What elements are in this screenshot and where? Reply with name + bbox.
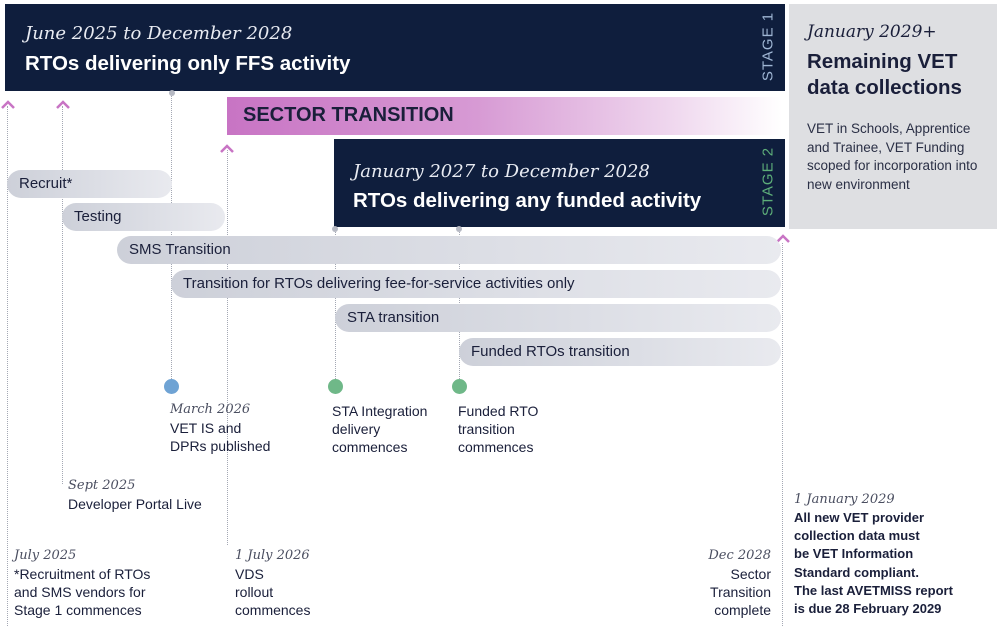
- remaining-date: January 2029+: [807, 22, 937, 42]
- milestone-dot-sta: [328, 379, 343, 394]
- line-top-marker: [456, 226, 462, 232]
- timeline-line-sept2025: [62, 106, 63, 484]
- bar-sms-transition: SMS Transition: [117, 236, 781, 264]
- line-top-marker: [332, 226, 338, 232]
- milestone-dot-march2026: [164, 379, 179, 394]
- milestone-sta-text: STA Integration delivery commences: [332, 403, 428, 455]
- bar-recruit-label: Recruit*: [19, 175, 73, 192]
- milestone-funded-text: Funded RTO transition commences: [458, 403, 539, 455]
- milestone-dec2028: Dec 2028 Sector Transition complete: [670, 547, 771, 619]
- timeline-line-july2025: [7, 106, 8, 626]
- stage2-tag: STAGE 2: [759, 146, 777, 217]
- chevron-up-icon: [776, 234, 790, 243]
- bar-ffs-transition-label: Transition for RTOs delivering fee-for-s…: [183, 275, 575, 292]
- bar-funded-rtos-transition-label: Funded RTOs transition: [471, 343, 630, 360]
- milestone-march2026-date: March 2026: [170, 402, 251, 417]
- bar-sta-transition: STA transition: [335, 304, 781, 332]
- milestone-march2026-text: VET IS and DPRs published: [170, 420, 271, 454]
- chevron-up-icon: [220, 144, 234, 153]
- bar-testing: Testing: [62, 203, 225, 231]
- stage2-date: January 2027 to December 2028: [353, 161, 650, 182]
- remaining-title: Remaining VET data collections: [807, 50, 962, 99]
- timeline-line-dec2028: [782, 243, 783, 626]
- milestone-july2025: July 2025 *Recruitment of RTOs and SMS v…: [14, 547, 150, 619]
- stage1-date: June 2025 to December 2028: [25, 23, 293, 44]
- milestone-july2025-text: *Recruitment of RTOs and SMS vendors for…: [14, 566, 151, 618]
- milestone-july2026: 1 July 2026 VDS rollout commences: [235, 547, 310, 619]
- milestone-jan2029: 1 January 2029 All new VET provider coll…: [794, 491, 994, 618]
- bar-ffs-transition: Transition for RTOs delivering fee-for-s…: [171, 270, 781, 298]
- sector-transition-label: SECTOR TRANSITION: [243, 104, 454, 126]
- bar-testing-label: Testing: [74, 208, 122, 225]
- stage2-panel: January 2027 to December 2028 RTOs deliv…: [334, 139, 785, 227]
- milestone-july2025-date: July 2025: [14, 548, 77, 563]
- stage2-title: RTOs delivering any funded activity: [353, 189, 702, 212]
- stage1-tag: STAGE 1: [759, 11, 777, 82]
- bar-sms-transition-label: SMS Transition: [129, 241, 231, 258]
- bar-funded-rtos-transition: Funded RTOs transition: [459, 338, 781, 366]
- remaining-description: VET in Schools, Apprentice and Trainee, …: [807, 121, 978, 192]
- milestone-jan2029-text: All new VET provider collection data mus…: [794, 510, 953, 617]
- milestone-sept2025: Sept 2025 Developer Portal Live: [68, 477, 202, 513]
- milestone-march2026: March 2026 VET IS and DPRs published: [170, 401, 270, 455]
- bar-sta-transition-label: STA transition: [347, 309, 440, 326]
- chevron-up-icon: [1, 100, 15, 109]
- milestone-dec2028-text: Sector Transition complete: [710, 566, 771, 618]
- milestone-sept2025-date: Sept 2025: [68, 478, 136, 493]
- stage1-panel: June 2025 to December 2028 RTOs deliveri…: [5, 4, 785, 91]
- milestone-dot-funded: [452, 379, 467, 394]
- bar-recruit: Recruit*: [7, 170, 172, 198]
- remaining-collections-panel: January 2029+ Remaining VET data collect…: [789, 4, 997, 229]
- stage1-title: RTOs delivering only FFS activity: [25, 52, 351, 75]
- milestone-july2026-text: VDS rollout commences: [235, 566, 311, 618]
- timeline-line-july2026: [227, 150, 228, 545]
- milestone-july2026-date: 1 July 2026: [235, 548, 310, 563]
- milestone-jan2029-date: 1 January 2029: [794, 492, 895, 507]
- milestone-sept2025-text: Developer Portal Live: [68, 496, 202, 512]
- milestone-sta: STA Integration delivery commences: [332, 402, 427, 456]
- chevron-up-icon: [56, 100, 70, 109]
- timeline-line-sta: [335, 229, 336, 381]
- milestone-funded: Funded RTO transition commences: [458, 402, 538, 456]
- sector-transition-band: SECTOR TRANSITION: [227, 97, 782, 135]
- line-top-marker: [169, 90, 175, 96]
- milestone-dec2028-date: Dec 2028: [708, 548, 771, 563]
